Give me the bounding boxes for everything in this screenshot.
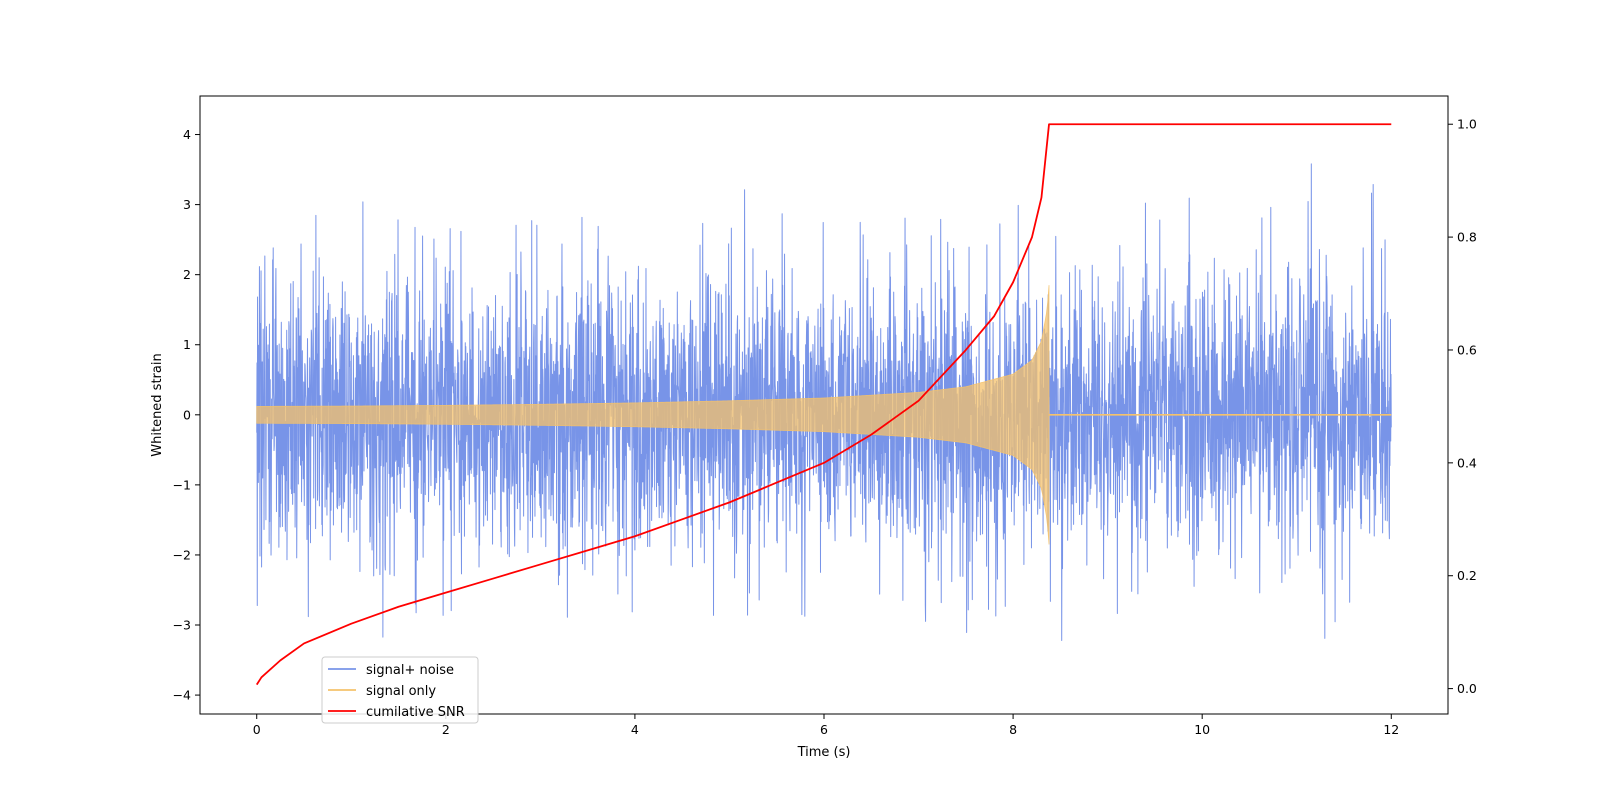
x-tick-label: 12 [1383, 722, 1399, 737]
y2-tick-label: 0.6 [1457, 342, 1477, 357]
y-tick-label: 0 [183, 407, 191, 422]
legend-label-signal-noise: signal+ noise [366, 663, 454, 678]
x-tick-label: 6 [820, 722, 828, 737]
legend: signal+ noise signal only cumilative SNR [321, 656, 479, 724]
y2-tick-label: 0.2 [1457, 568, 1477, 583]
x-tick-label: 4 [631, 722, 639, 737]
y2-tick-label: 0.0 [1457, 681, 1477, 696]
y-tick-label: −1 [173, 477, 191, 492]
series-line-signal-noise [256, 163, 1392, 641]
y2-tick-label: 0.4 [1457, 455, 1477, 470]
y-tick-label: −3 [173, 618, 191, 633]
y-tick-label: 4 [183, 127, 191, 142]
series-signal-only [256, 285, 1392, 545]
plot-area [255, 123, 1392, 686]
y-tick-label: 2 [183, 267, 191, 282]
y-tick-label: −4 [173, 688, 191, 703]
x-tick-label: 2 [442, 722, 450, 737]
y2-tick-label: 0.8 [1457, 230, 1477, 245]
series-line-cumulative-snr [255, 123, 1392, 686]
y-tick-label: −2 [173, 547, 191, 562]
x-axis-label: Time (s) [797, 745, 851, 760]
x-tick-label: 0 [253, 722, 261, 737]
y-tick-label: 3 [183, 197, 191, 212]
y-axis-right: 0.0 0.2 0.4 0.6 0.8 1.0 [1448, 117, 1477, 696]
legend-box [321, 656, 479, 724]
y-tick-label: 1 [183, 337, 191, 352]
signal-only-band [256, 285, 1050, 545]
y-axis-label: Whitened strain [150, 353, 165, 456]
x-tick-label: 8 [1009, 722, 1017, 737]
x-tick-label: 10 [1194, 722, 1210, 737]
legend-label-signal-only: signal only [366, 684, 436, 699]
legend-label-cumulative-snr: cumilative SNR [366, 705, 465, 720]
y2-tick-label: 1.0 [1457, 117, 1477, 132]
x-axis: 0 2 4 6 8 10 12 [253, 714, 1399, 737]
y-axis-left: −4 −3 −2 −1 0 1 2 3 4 [173, 127, 200, 703]
